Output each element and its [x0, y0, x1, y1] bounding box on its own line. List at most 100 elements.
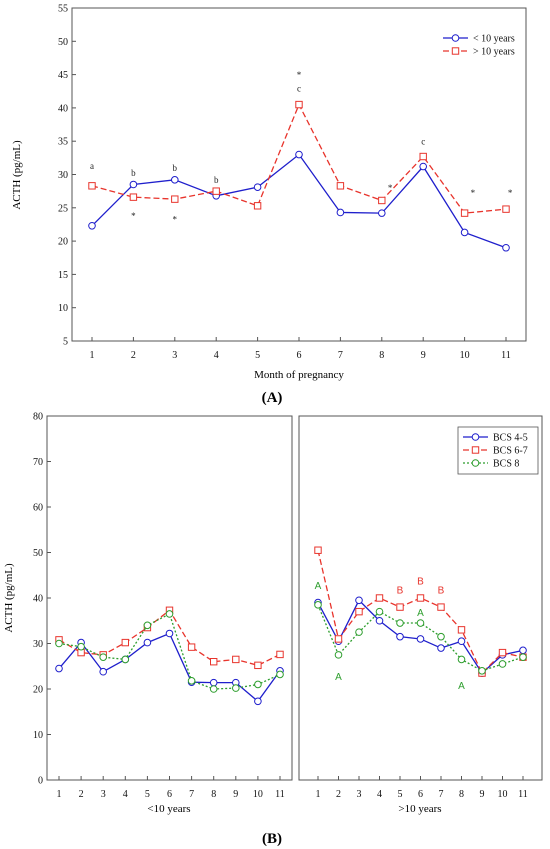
chart-a-annotation: * [508, 188, 513, 198]
chart-b-left-ytick-label: 20 [33, 685, 43, 696]
chart-b-left-ytick-label: 0 [38, 776, 43, 787]
chart-b-right-point [416, 594, 425, 602]
chart-a-xtick-label: 9 [421, 350, 426, 361]
chart-b-legend-marker [471, 433, 480, 441]
chart-a-ylabel: ACTH (pg/mL) [11, 140, 23, 210]
chart-a-ytick-label: 30 [58, 170, 68, 181]
chart-a-legend-marker [451, 47, 460, 55]
panel-label-b: (B) [262, 831, 282, 847]
chart-a-annotation: b [214, 175, 219, 185]
chart-a-ytick-label: 55 [58, 4, 68, 15]
chart-a-point [295, 100, 303, 109]
chart-b-left-xtick-label: 7 [189, 789, 194, 800]
panel-label-a: (A) [262, 390, 283, 406]
chart-b-left-point [187, 643, 196, 651]
chart-a-ytick-label: 10 [58, 303, 68, 314]
chart-b-left-point [165, 629, 174, 638]
chart-b-left-xtick-label: 11 [275, 789, 285, 800]
chart-a-xtick-label: 8 [379, 350, 384, 361]
chart-b-left-point [276, 650, 284, 659]
chart-b-right-xtick-label: 9 [480, 789, 485, 800]
chart-b-right-xtick-label: 1 [316, 789, 321, 800]
chart-b-left-point [55, 639, 63, 648]
chart-b-right-point [396, 619, 404, 627]
chart-b-right-point [396, 603, 404, 611]
chart-b-right-point [519, 646, 527, 655]
chart-a-point [171, 176, 179, 184]
chart-a-ytick-label: 25 [58, 203, 68, 214]
chart-b-right-annotation: B [397, 585, 404, 596]
chart-a-point [253, 183, 262, 191]
chart-a-xtick-label: 6 [297, 350, 302, 361]
chart-panel-b: ACTH (pg/mL) <10 years >10 years (B) 1 2 3… [3, 412, 543, 847]
chart-a-xtick-label: 7 [338, 350, 343, 361]
chart-b-left-ytick-label: 80 [33, 412, 43, 423]
chart-b-right-point [375, 594, 384, 602]
chart-b-left-frame [46, 415, 293, 781]
chart-b-right-point [498, 648, 507, 657]
chart-b-left-point [209, 685, 218, 693]
chart-b-legend: BCS 4-5 BCS 6-7 BCS 8 [457, 426, 539, 475]
chart-b-right-point [437, 644, 445, 652]
chart-b-left-point [99, 653, 107, 661]
chart-a-point [378, 196, 386, 205]
chart-b-left-point [209, 678, 218, 687]
chart-a-annotation: * [297, 70, 302, 80]
chart-a-point [460, 209, 469, 217]
chart-b-left-series-line-1 [58, 632, 281, 703]
chart-a-point [502, 205, 510, 213]
chart-b-right-point [314, 601, 322, 609]
chart-b-right-xtick-label: 7 [439, 789, 444, 800]
chart-b-right-xtick-label: 6 [418, 789, 423, 800]
chart-a-annotation: c [421, 137, 425, 147]
chart-b-left-ytick-label: 60 [33, 503, 43, 514]
chart-b-ylabel: ACTH (pg/mL) [3, 563, 15, 633]
chart-b-right-annotation: A [458, 681, 465, 692]
chart-a-annotation: c [297, 83, 301, 93]
chart-a-point [212, 187, 220, 195]
chart-b-right-xtick-label: 8 [459, 789, 464, 800]
chart-a-legend-label: > 10 years [473, 47, 515, 58]
chart-a-frame [71, 7, 527, 342]
chart-b-left-ytick-label: 30 [33, 639, 43, 650]
chart-b-right-annotation: A [417, 608, 424, 619]
chart-b-right-annotation: B [417, 576, 424, 587]
chart-a-annotation: * [388, 183, 393, 193]
chart-b-right-annotation: A [335, 672, 342, 683]
chart-a-ytick-label: 15 [58, 270, 68, 281]
chart-a-ytick-label: 50 [58, 37, 68, 48]
chart-a-annotation: b [131, 168, 136, 178]
chart-b-left-point [143, 638, 152, 647]
chart-b-left-xtick-label: 1 [57, 789, 62, 800]
chart-b-right-xtick-label: 3 [357, 789, 362, 800]
chart-a-ytick-label: 20 [58, 237, 68, 248]
chart-b-right-point [437, 632, 445, 641]
chart-b-left-ytick-label: 10 [33, 730, 43, 741]
chart-b-right-point [457, 655, 466, 664]
chart-a-xtick-label: 4 [214, 350, 219, 361]
chart-b-left-point [77, 642, 85, 651]
chart-b-left-point [121, 655, 130, 664]
chart-b-left-point [254, 697, 262, 706]
chart-b-right-point [457, 626, 466, 634]
chart-b-right-point [416, 635, 425, 643]
chart-a-annotation: * [471, 188, 476, 198]
chart-a-annotation: b [173, 163, 178, 173]
chart-b-right-xtick-label: 5 [398, 789, 403, 800]
chart-b-left-ytick-label: 50 [33, 548, 43, 559]
chart-b-left-point [232, 684, 240, 692]
chart-a-point [419, 162, 428, 171]
chart-a-ytick-label: 35 [58, 137, 68, 148]
chart-b-left-xtick-label: 5 [145, 789, 150, 800]
chart-b-left-point [254, 680, 262, 689]
chart-b-left-xtick-label: 8 [211, 789, 216, 800]
chart-b-right-point [375, 607, 384, 616]
chart-b-left-xtick-label: 6 [167, 789, 172, 800]
chart-b-legend-marker [471, 446, 480, 454]
chart-b-legend-marker [471, 459, 480, 467]
chart-a-point [295, 150, 303, 159]
chart-b-right-point [314, 546, 322, 554]
chart-b-right-point [498, 660, 507, 668]
chart-a-ytick-label: 5 [63, 337, 68, 348]
